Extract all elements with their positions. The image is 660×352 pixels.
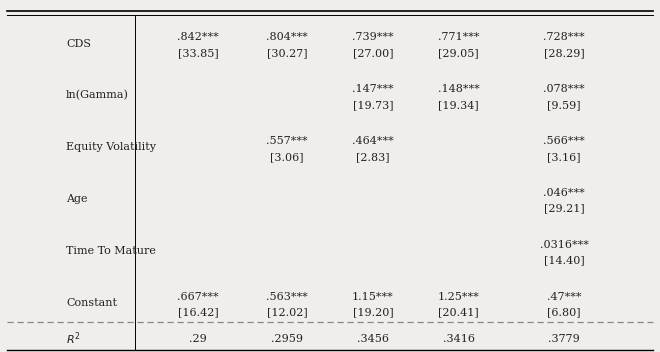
- Text: Constant: Constant: [66, 298, 117, 308]
- Text: .3416: .3416: [443, 334, 475, 344]
- Text: [3.16]: [3.16]: [548, 152, 581, 162]
- Text: .667***: .667***: [177, 292, 219, 302]
- Text: 1.25***: 1.25***: [438, 292, 480, 302]
- Text: [27.00]: [27.00]: [352, 48, 393, 58]
- Text: .0316***: .0316***: [540, 240, 589, 250]
- Text: CDS: CDS: [66, 39, 91, 49]
- Text: .464***: .464***: [352, 136, 394, 146]
- Text: .804***: .804***: [266, 32, 308, 42]
- Text: .148***: .148***: [438, 84, 480, 94]
- Text: .739***: .739***: [352, 32, 394, 42]
- Text: .046***: .046***: [543, 188, 585, 198]
- Text: [19.73]: [19.73]: [352, 100, 393, 110]
- Text: [20.41]: [20.41]: [438, 308, 479, 318]
- Text: .3779: .3779: [548, 334, 580, 344]
- Text: 1.15***: 1.15***: [352, 292, 394, 302]
- Text: Time To Mature: Time To Mature: [66, 246, 156, 256]
- Text: .557***: .557***: [266, 136, 308, 146]
- Text: .078***: .078***: [543, 84, 585, 94]
- Text: [33.85]: [33.85]: [178, 48, 218, 58]
- Text: .47***: .47***: [547, 292, 581, 302]
- Text: [30.27]: [30.27]: [267, 48, 308, 58]
- Text: .566***: .566***: [543, 136, 585, 146]
- Text: [6.80]: [6.80]: [548, 308, 581, 318]
- Text: .2959: .2959: [271, 334, 303, 344]
- Text: .728***: .728***: [543, 32, 585, 42]
- Text: .563***: .563***: [266, 292, 308, 302]
- Text: .3456: .3456: [357, 334, 389, 344]
- Text: .771***: .771***: [438, 32, 479, 42]
- Text: .29: .29: [189, 334, 207, 344]
- Text: [2.83]: [2.83]: [356, 152, 389, 162]
- Text: [29.21]: [29.21]: [544, 204, 585, 214]
- Text: Age: Age: [66, 194, 88, 204]
- Text: [29.05]: [29.05]: [438, 48, 479, 58]
- Text: Equity Volatility: Equity Volatility: [66, 143, 156, 152]
- Text: $R^2$: $R^2$: [66, 330, 81, 347]
- Text: [9.59]: [9.59]: [548, 100, 581, 110]
- Text: [16.42]: [16.42]: [178, 308, 218, 318]
- Text: [19.34]: [19.34]: [438, 100, 479, 110]
- Text: [14.40]: [14.40]: [544, 256, 585, 266]
- Text: [19.20]: [19.20]: [352, 308, 393, 318]
- Text: ln(Gamma): ln(Gamma): [66, 90, 129, 101]
- Text: [12.02]: [12.02]: [267, 308, 308, 318]
- Text: .842***: .842***: [177, 32, 219, 42]
- Text: [3.06]: [3.06]: [271, 152, 304, 162]
- Text: .147***: .147***: [352, 84, 394, 94]
- Text: [28.29]: [28.29]: [544, 48, 585, 58]
